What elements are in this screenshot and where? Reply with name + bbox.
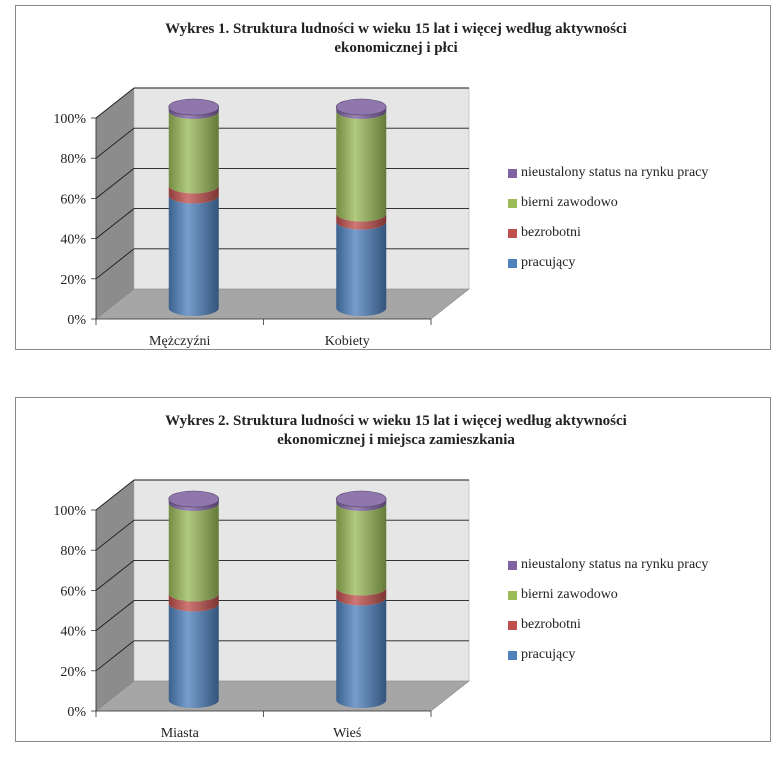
side-wall bbox=[95, 87, 135, 320]
y-tick-label: 0% bbox=[67, 705, 86, 720]
legend-swatch bbox=[508, 650, 517, 660]
chart-title-2-line-2: ekonomicznej i miejsca zamieszkania bbox=[277, 432, 515, 448]
chart-2-plot: 0% 20% 40% 60% 80% 100% Miasta Wieś bbox=[53, 479, 470, 741]
y-tick-label: 60% bbox=[60, 192, 86, 207]
bar-top-cap bbox=[168, 490, 220, 508]
x-tick-label: Miasta bbox=[161, 726, 200, 741]
legend-item: bierni zawodowo bbox=[508, 580, 770, 610]
y-tick-label: 40% bbox=[60, 625, 86, 640]
legend-label: bezrobotni bbox=[521, 617, 581, 632]
side-wall bbox=[95, 479, 135, 712]
bar-top-cap bbox=[168, 98, 220, 116]
bar-bierni-zawodowo-1 bbox=[168, 503, 219, 602]
legend-item: nieustalony status na rynku pracy bbox=[508, 158, 770, 188]
chart-panel-2: Wykres 2. Struktura ludności w wieku 15 … bbox=[15, 397, 771, 742]
chart-1-legend: nieustalony status na rynku pracy bierni … bbox=[508, 158, 770, 278]
bar-nieustalony-status-na-rynku-pracy-1 bbox=[168, 107, 219, 120]
chart-2-legend: nieustalony status na rynku pracy bierni … bbox=[508, 550, 770, 670]
y-tick-label: 0% bbox=[67, 313, 86, 328]
chart-title-2-line-1: Wykres 2. Struktura ludności w wieku 15 … bbox=[165, 413, 627, 429]
gridline-side bbox=[95, 519, 135, 551]
legend-swatch bbox=[508, 560, 517, 570]
chart-1-plot: 0% 20% 40% 60% 80% 100% Mężczyźni Kobiety bbox=[53, 87, 470, 349]
bar-bezrobotni-2 bbox=[336, 213, 387, 230]
legend-label: pracujący bbox=[521, 255, 576, 270]
legend-swatch bbox=[508, 590, 517, 600]
chart-panel-1: Wykres 1. Struktura ludności w wieku 15 … bbox=[15, 5, 771, 350]
x-tick-label: Kobiety bbox=[325, 334, 370, 349]
y-tick-label: 80% bbox=[60, 152, 86, 167]
y-tick-label: 100% bbox=[53, 504, 86, 519]
bar-pracujący-2 bbox=[336, 597, 387, 708]
chart-title-1-line-2: ekonomicznej i płci bbox=[334, 40, 458, 56]
gridline-side bbox=[95, 208, 135, 239]
legend-label: bierni zawodowo bbox=[521, 195, 618, 210]
bar-bezrobotni-1 bbox=[168, 185, 219, 204]
y-tick-label: 40% bbox=[60, 233, 86, 248]
bar-top-cap bbox=[335, 98, 387, 116]
bar-nieustalony-status-na-rynku-pracy-2 bbox=[336, 499, 387, 512]
legend-item: pracujący bbox=[508, 640, 770, 670]
gridline-side bbox=[95, 600, 135, 631]
bar-bierni-zawodowo-2 bbox=[336, 111, 387, 222]
bar-pracujący-1 bbox=[168, 603, 219, 708]
bar-bezrobotni-1 bbox=[168, 593, 219, 612]
bar-bierni-zawodowo-1 bbox=[168, 111, 219, 194]
chart-title-1-line-1: Wykres 1. Struktura ludności w wieku 15 … bbox=[165, 21, 627, 37]
gridline-side bbox=[95, 479, 135, 511]
legend-item: pracujący bbox=[508, 248, 770, 278]
legend-item: bezrobotni bbox=[508, 218, 770, 248]
y-tick-label: 20% bbox=[60, 665, 86, 680]
legend-swatch bbox=[508, 258, 517, 268]
bar-top-cap bbox=[335, 490, 387, 508]
chart-title-2: Wykres 2. Struktura ludności w wieku 15 … bbox=[76, 412, 716, 450]
legend-swatch bbox=[508, 228, 517, 238]
legend-item: bierni zawodowo bbox=[508, 188, 770, 218]
gridline-side bbox=[95, 560, 135, 591]
y-tick-label: 60% bbox=[60, 584, 86, 599]
x-tick-label: Mężczyźni bbox=[149, 334, 211, 349]
gridline-side bbox=[95, 640, 135, 672]
gridline-side bbox=[95, 127, 135, 159]
x-tick-label: Wieś bbox=[333, 726, 361, 741]
bar-bierni-zawodowo-2 bbox=[336, 503, 387, 596]
legend-label: nieustalony status na rynku pracy bbox=[521, 557, 709, 572]
gridline-side bbox=[95, 168, 135, 199]
floor bbox=[95, 680, 470, 712]
bar-pracujący-2 bbox=[336, 221, 387, 316]
legend-label: pracujący bbox=[521, 647, 576, 662]
legend-item: nieustalony status na rynku pracy bbox=[508, 550, 770, 580]
gridline-side bbox=[95, 87, 135, 119]
y-tick-label: 20% bbox=[60, 273, 86, 288]
bar-pracujący-1 bbox=[168, 195, 219, 316]
y-tick-label: 80% bbox=[60, 544, 86, 559]
legend-swatch bbox=[508, 168, 517, 178]
legend-label: bierni zawodowo bbox=[521, 587, 618, 602]
bar-nieustalony-status-na-rynku-pracy-2 bbox=[336, 107, 387, 120]
bar-nieustalony-status-na-rynku-pracy-1 bbox=[168, 499, 219, 512]
legend-swatch bbox=[508, 198, 517, 208]
bar-bezrobotni-2 bbox=[336, 587, 387, 606]
legend-label: nieustalony status na rynku pracy bbox=[521, 165, 709, 180]
floor bbox=[95, 288, 470, 320]
legend-label: bezrobotni bbox=[521, 225, 581, 240]
y-tick-label: 100% bbox=[53, 112, 86, 127]
legend-swatch bbox=[508, 620, 517, 630]
legend-item: bezrobotni bbox=[508, 610, 770, 640]
chart-title-1: Wykres 1. Struktura ludności w wieku 15 … bbox=[76, 20, 716, 58]
gridline-side bbox=[95, 248, 135, 280]
